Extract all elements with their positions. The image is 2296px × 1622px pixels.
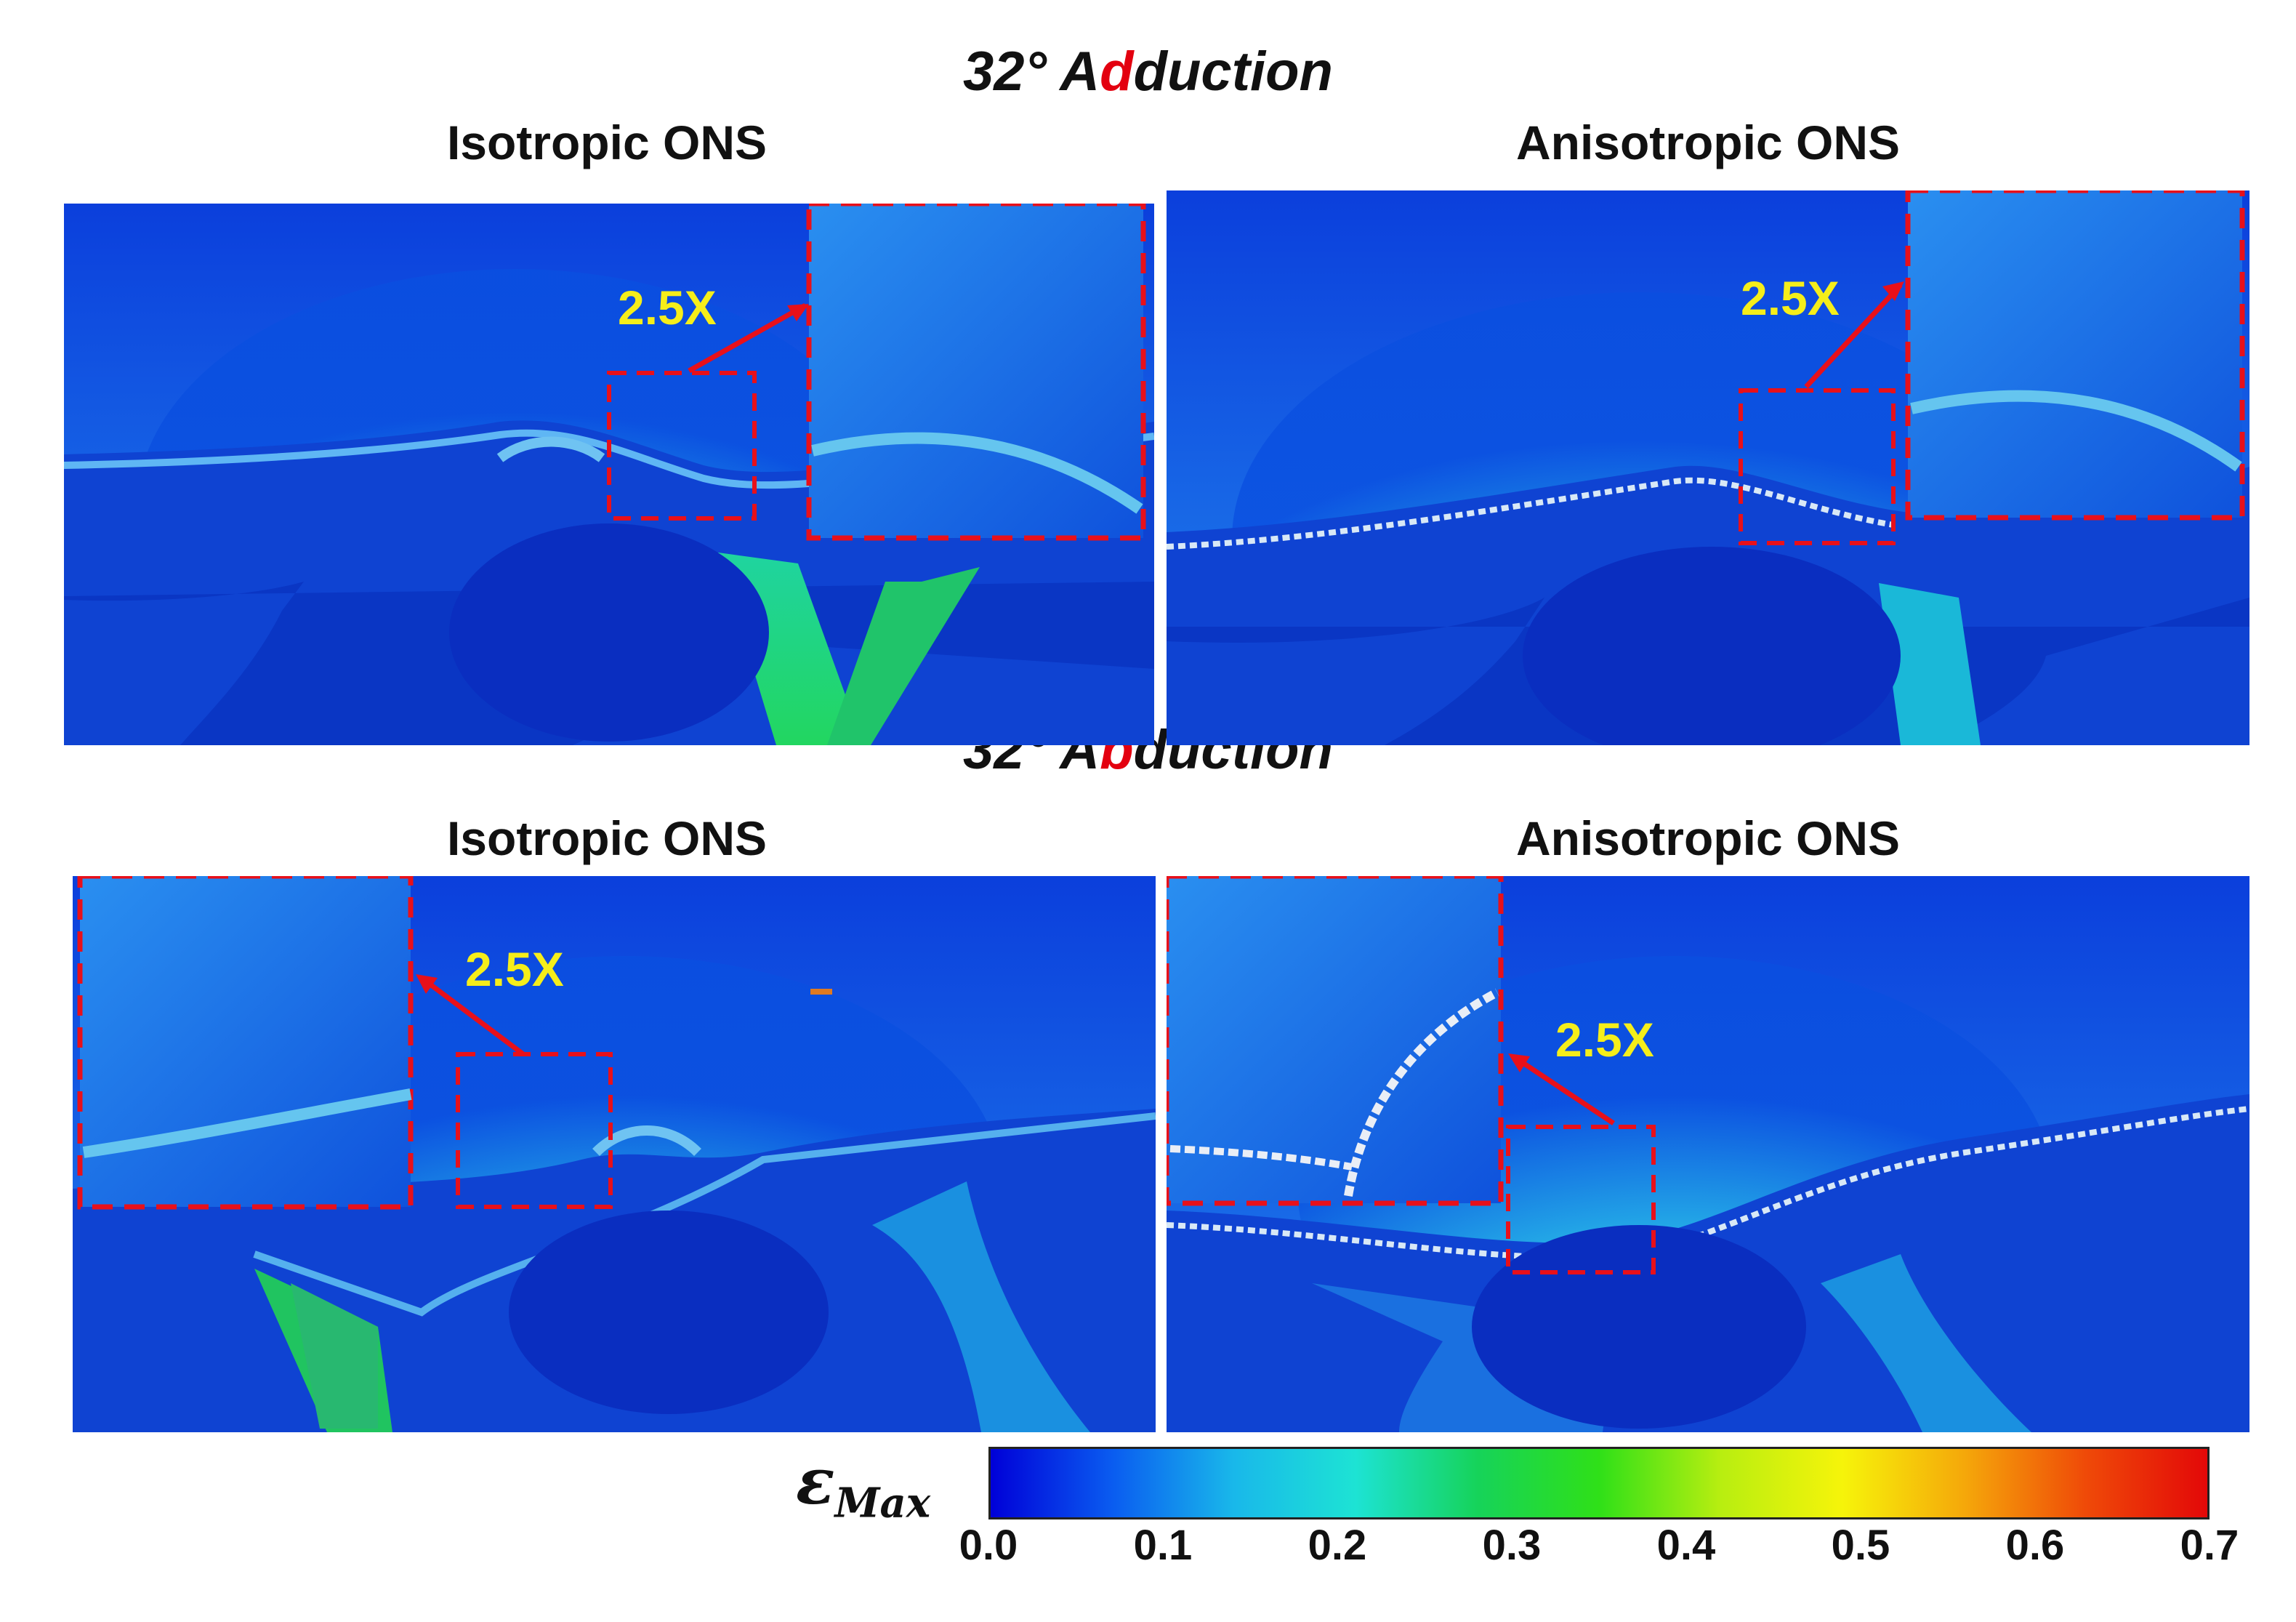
colorbar-tick-label: 0.6: [2005, 1522, 2065, 1569]
colorbar-tick-label: 0.3: [1482, 1522, 1542, 1569]
colorbar-tick-label: 0.2: [1308, 1522, 1367, 1569]
top-left-zoom-inset: [806, 204, 1146, 541]
bottom-left-strain-map: [73, 876, 1156, 1432]
top-right-zoom-label: 2.5X: [1741, 271, 1840, 325]
top-right-zoom-inset: [1905, 190, 2245, 521]
colorbar-tick-label: 0.5: [1831, 1522, 1890, 1569]
colorbar-tick-label: 0.4: [1656, 1522, 1716, 1569]
top-left-zoom-arrow: [688, 302, 807, 374]
adduction-title: 32° Adduction: [963, 41, 1333, 103]
top-left-strain-map: [64, 204, 1154, 745]
colorbar-tick-label: 0.7: [2180, 1522, 2239, 1569]
bottom-left-zoom-label: 2.5X: [465, 942, 564, 996]
bottom-left-zoom-arrow: [419, 976, 525, 1056]
colorbar-label: εMax: [796, 1443, 931, 1527]
top-left-roi-box: [607, 371, 757, 521]
colorbar-tick-label: 0.0: [959, 1522, 1018, 1569]
colorbar-gradient: [988, 1447, 2210, 1519]
bottom-right-roi-box: [1506, 1125, 1656, 1274]
top-right-panel-title: Anisotropic ONS: [1515, 116, 1901, 169]
bottom-right-panel-title: Anisotropic ONS: [1515, 811, 1901, 865]
top-right-strain-map: [1167, 190, 2249, 745]
bottom-right-strain-map: [1167, 876, 2249, 1432]
bottom-left-panel-title: Isotropic ONS: [446, 811, 768, 865]
top-left-zoom-label: 2.5X: [618, 281, 717, 334]
bottom-left-roi-box: [456, 1052, 613, 1209]
strain-colorbar: 0.0 0.1 0.2 0.3 0.4 0.5 0.6 0.7: [959, 1447, 2239, 1592]
colorbar-tick-label: 0.1: [1133, 1522, 1193, 1569]
top-left-panel-title: Isotropic ONS: [446, 116, 768, 169]
top-right-roi-box: [1739, 388, 1896, 545]
bottom-right-zoom-arrow: [1514, 1056, 1615, 1125]
bottom-right-zoom-label: 2.5X: [1555, 1013, 1654, 1067]
bottom-left-zoom-inset: [77, 876, 414, 1210]
top-right-zoom-arrow: [1804, 283, 1903, 389]
